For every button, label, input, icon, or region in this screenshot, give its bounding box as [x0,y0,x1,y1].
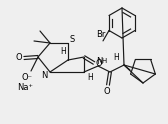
Text: O: O [96,60,102,68]
Text: N: N [96,57,102,65]
Text: H: H [60,47,66,57]
Text: O: O [16,53,22,62]
Text: N: N [41,71,47,79]
Text: Na⁺: Na⁺ [17,83,33,93]
Text: O⁻: O⁻ [22,73,32,81]
Text: O: O [104,87,110,95]
Text: H: H [87,73,93,81]
Text: Br: Br [96,30,106,39]
Text: S: S [69,34,75,44]
Text: H: H [113,52,119,62]
Text: H: H [101,58,107,64]
